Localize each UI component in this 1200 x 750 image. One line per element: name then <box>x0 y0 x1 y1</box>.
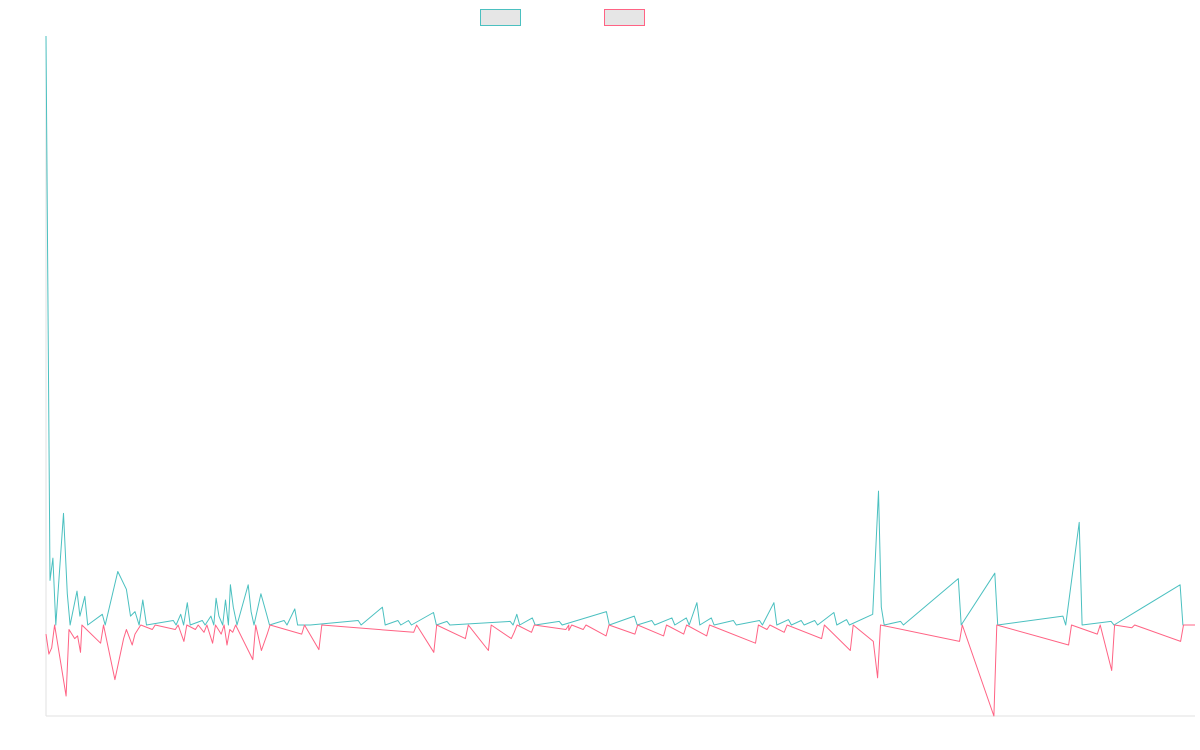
axes <box>45 36 1195 717</box>
series-line-2 <box>45 624 1195 717</box>
series-group <box>45 35 1195 717</box>
legend[interactable] <box>480 9 645 26</box>
legend-swatch-1[interactable] <box>480 9 521 26</box>
legend-swatch-2[interactable] <box>604 9 645 26</box>
series-line-1 <box>45 35 1195 626</box>
